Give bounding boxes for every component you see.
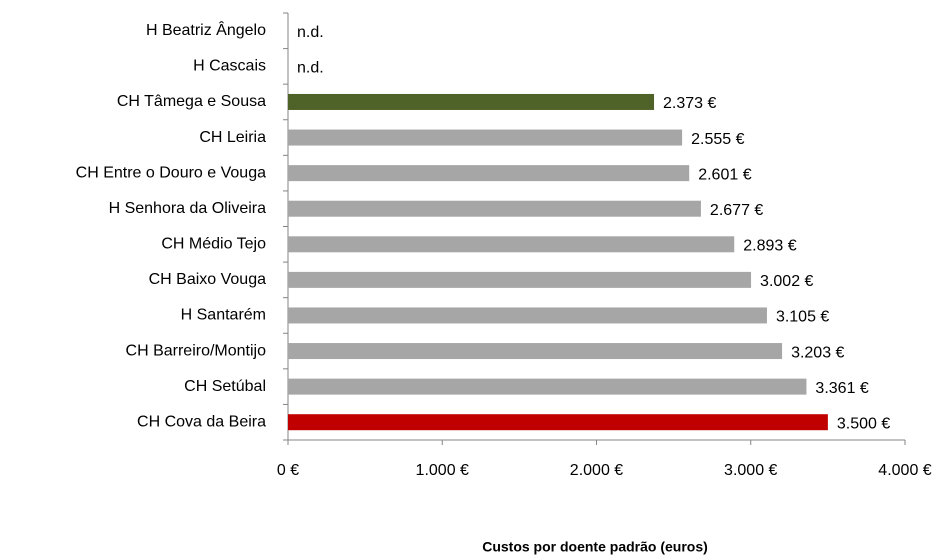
- bar: [288, 271, 752, 288]
- y-tick-label: CH Barreiro/Montijo: [126, 342, 267, 359]
- x-tick-label: 0 €: [277, 462, 299, 479]
- bar: [288, 165, 690, 182]
- value-label: 2.555 €: [691, 131, 744, 148]
- y-tick-label: H Senhora da Oliveira: [109, 200, 267, 217]
- value-label: n.d.: [297, 60, 324, 77]
- bar: [288, 307, 767, 324]
- x-tick-label: 4.000 €: [878, 462, 931, 479]
- x-axis-title: Custos por doente padrão (euros): [482, 539, 708, 555]
- x-tick-label: 2.000 €: [570, 462, 623, 479]
- y-tick-label: H Cascais: [193, 58, 266, 75]
- bar: [288, 414, 828, 431]
- bar: [288, 378, 807, 395]
- value-label: 2.373 €: [663, 95, 716, 112]
- y-tick-label: H Santarém: [181, 307, 266, 324]
- y-tick-label: CH Baixo Vouga: [149, 271, 267, 288]
- value-label: 2.893 €: [743, 238, 796, 255]
- bar: [288, 93, 655, 110]
- value-label: 3.203 €: [791, 344, 844, 361]
- bar: [288, 236, 735, 253]
- value-label: 3.002 €: [760, 273, 813, 290]
- y-tick-label: H Beatriz Ângelo: [146, 20, 266, 39]
- value-label: 3.500 €: [837, 415, 890, 432]
- y-tick-label: CH Médio Tejo: [161, 236, 266, 253]
- x-tick-label: 1.000 €: [416, 462, 469, 479]
- bar: [288, 343, 783, 360]
- value-label: 2.677 €: [710, 202, 763, 219]
- value-label: 3.105 €: [776, 309, 829, 326]
- bar: [288, 200, 701, 217]
- y-tick-label: CH Tâmega e Sousa: [117, 93, 266, 110]
- value-label: 2.601 €: [698, 166, 751, 183]
- y-tick-label: CH Cova da Beira: [137, 413, 266, 430]
- y-tick-label: CH Entre o Douro e Vouga: [76, 164, 266, 181]
- bar: [288, 129, 683, 146]
- value-label: 3.361 €: [815, 380, 868, 397]
- y-tick-label: CH Leiria: [199, 129, 266, 146]
- value-label: n.d.: [297, 24, 324, 41]
- y-tick-label: CH Setúbal: [184, 378, 266, 395]
- x-tick-label: 3.000 €: [724, 462, 777, 479]
